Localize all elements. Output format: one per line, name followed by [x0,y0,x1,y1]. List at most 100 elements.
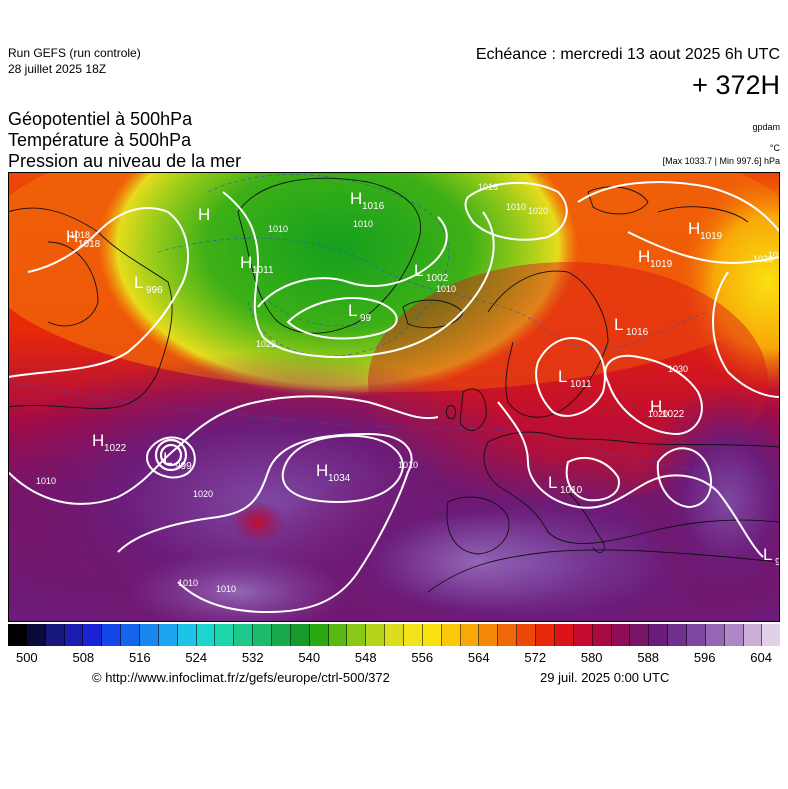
center-value: 1034 [328,473,351,484]
param-geopotential: Géopotentiel à 500hPa [8,109,193,129]
colorbar-cell [668,624,687,646]
center-value: 99 [360,313,372,324]
center-letter: L [134,273,143,292]
colorbar-ticks: 500 508 516 524 532 540 548 556 564 572 580 588 596 6… [8,650,780,668]
isobar-low-1010 [565,457,620,502]
colorbar-cell [45,624,65,646]
isobar-1010-ne [627,231,780,264]
colorbar-tick-label: 588 [637,650,660,665]
center-letter: H [92,431,104,450]
warm-ridge-east [678,172,780,392]
colorbar-cell [234,624,254,646]
center-letter: L [414,261,423,280]
colorbar-cell [215,624,235,646]
center-letter: H [316,461,328,480]
colorbar-cell [121,624,141,646]
hudson-coast [47,241,99,327]
isobar-1010-north [222,191,495,358]
center-letter: L [763,545,772,564]
isobar-1030 [281,434,405,504]
high-pressure-center: H 1018 [66,227,101,250]
colorbar-cell [140,624,159,646]
british-isles [445,388,487,431]
center-letter: H [198,205,210,224]
isobar-1020-east [712,271,780,398]
center-value: 1019 [650,259,673,270]
center-value: 1016 [362,201,385,212]
colorbar-cell [517,624,537,646]
lavender-sahara [368,512,588,612]
center-letter: L [163,449,172,468]
colorbar-tick-label: 540 [298,650,321,665]
isobar-label: 1020 [648,409,668,419]
colorbar-cell [536,624,555,646]
colorbar-cell [177,624,197,646]
center-value: 1011 [252,265,274,276]
low-pressure-center: L 996 [134,273,163,296]
param-temperature: Température à 500hPa [8,130,192,150]
colorbar-tick-label: 572 [524,650,547,665]
colorbar-tick-label: 548 [354,650,377,665]
isobar-label: 1010 [506,202,526,212]
isobar-1020-south [117,432,413,614]
purple-east [638,382,780,622]
isobar-1010-west [8,207,189,378]
iberia-coast [446,496,510,555]
high-pressure-center: H 1034 [316,461,351,484]
forecast-valid-time: Echéance : mercredi 13 aout 2025 6h UTC [475,46,780,63]
red-blob-azores [230,500,286,544]
center-letter: L [548,473,557,492]
isobar-1020-europe [497,401,764,558]
colorbar-cell [592,624,612,646]
isobar-1020-azores-ring1 [146,436,196,479]
colorbar-cell [328,624,348,646]
colorbar-cell [347,624,367,646]
unit-temperature: °C [769,143,780,153]
run-title: Run GEFS (run controle) [8,46,141,60]
center-value: 1016 [626,327,649,338]
unit-geopotential: gpdam [752,122,780,132]
isobar-1020-central [604,354,703,436]
colorbar-tick-label: 604 [750,650,773,665]
isobar-label: 1022 [256,339,276,349]
center-letter: L [614,315,623,334]
colorbar-tick-label: 532 [241,650,264,665]
map-frame [8,172,780,622]
isobar-label: 1010 [398,460,418,470]
center-letter: L [348,301,357,320]
colorbar-cell [573,624,593,646]
isobar-low-99 [286,297,398,340]
isobar-label: 1020 [753,254,773,264]
center-value: 1002 [426,273,449,284]
isobar-label: 1010 [353,219,373,229]
colorbar-cell [630,624,650,646]
isobar-1010-se [656,447,713,509]
colorbar-cell [64,624,84,646]
colorbar-cell [102,624,122,646]
lead-time: + 372H [692,70,780,100]
colorbar-cell [8,624,27,646]
colorbar-cell [705,624,725,646]
high-pressure-center: H 1016 [350,189,385,212]
high-pressure-center: H 1019 [638,247,673,270]
high-pressure-center: H 1022 [650,397,685,420]
colorbar-cell [366,624,386,646]
colorbar-cell [309,624,329,646]
temperature-contours [8,174,780,483]
europe-coast [483,431,780,544]
scandinavia-coast [487,270,609,418]
low-pressure-center: L 1016 [614,315,649,338]
source-credit[interactable]: © http://www.infoclimat.fr/z/gefs/europe… [92,670,390,685]
center-value: 1010 [560,485,583,496]
isobar-labels: 1018 1016 1010 1010 1022 1010 1010 1020 1020 1020… [36,182,780,594]
isobar-label: 1016 [478,182,498,192]
run-date: 28 juillet 2025 18Z [8,62,107,76]
colorbar-cell [253,624,273,646]
colorbar-tick-label: 564 [467,650,490,665]
isobar-label: 1020 [193,489,213,499]
center-value: 1022 [662,409,685,420]
center-value: 1018 [78,239,101,250]
isobar-label: 1018 [70,230,90,240]
isobar-1022 [464,181,568,241]
